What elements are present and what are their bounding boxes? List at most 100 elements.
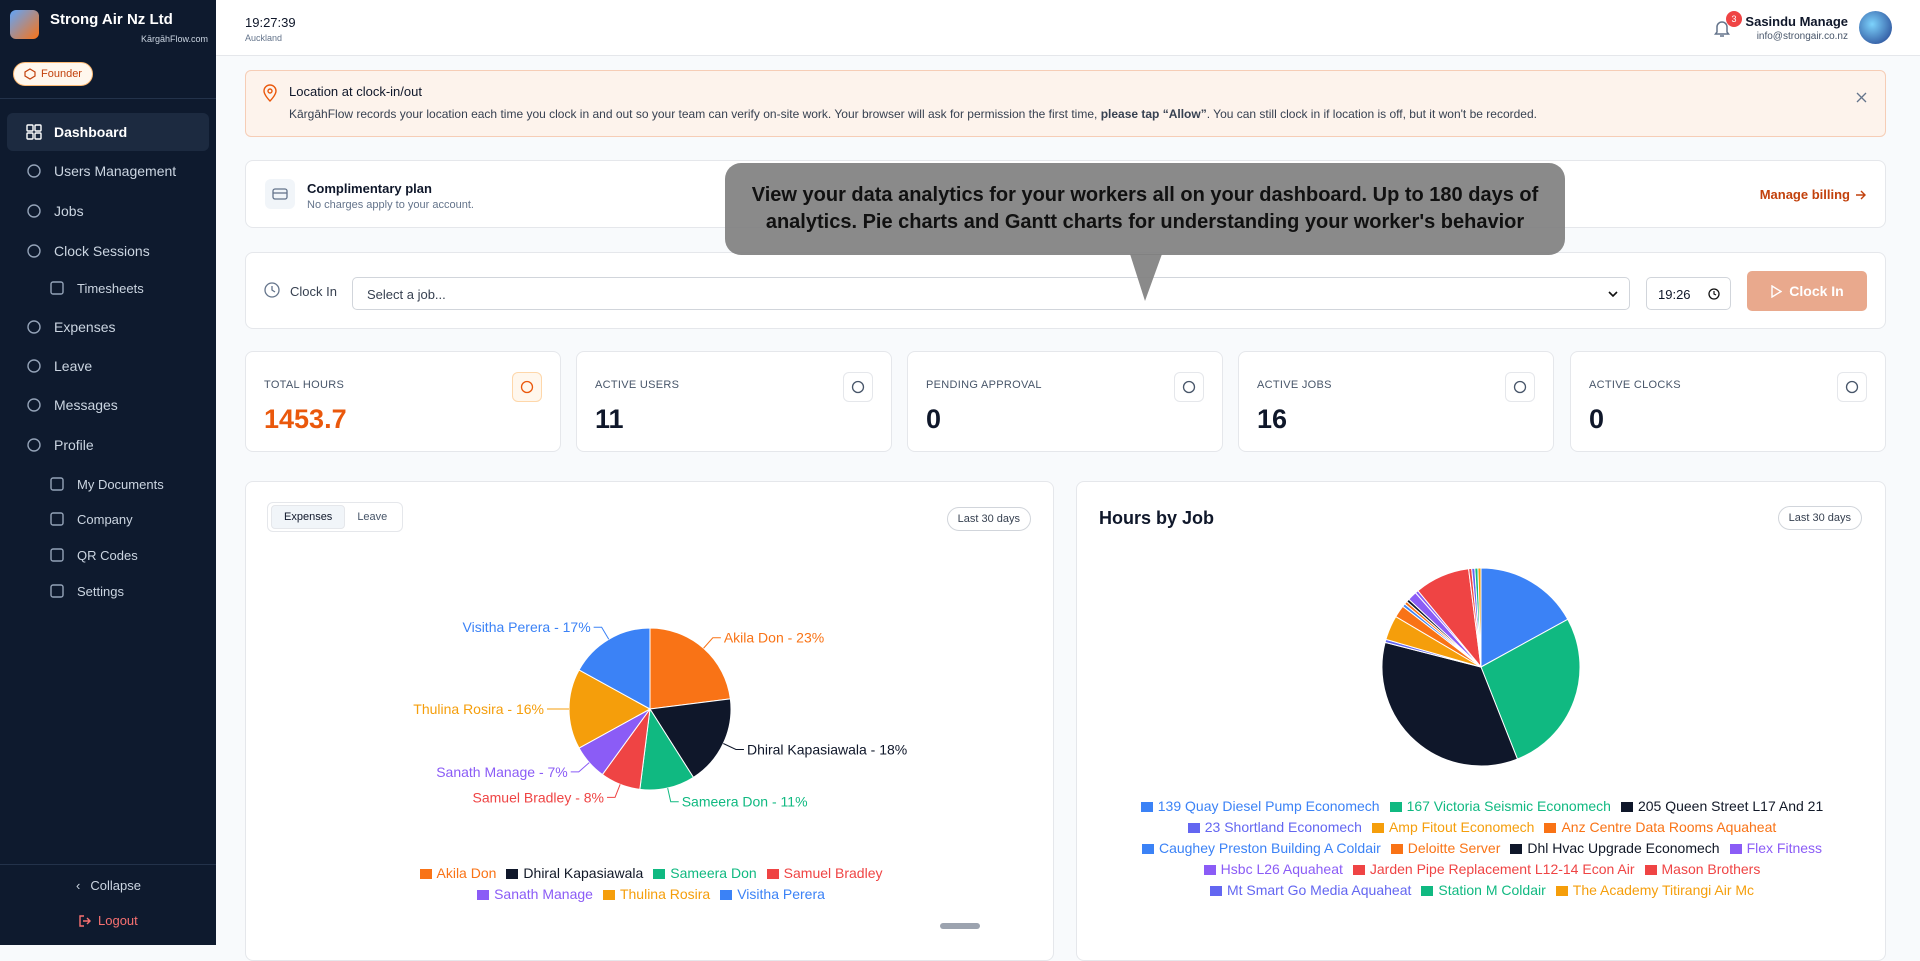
company-domain: KārgāhFlow.com [140,34,208,44]
plan-subtitle: No charges apply to your account. [307,199,474,211]
legend-item: Jarden Pipe Replacement L12-14 Econ Air [1352,861,1635,877]
legend-text: Deloitte Server [1407,840,1501,856]
notification-count: 3 [1726,11,1742,27]
legend-item: Mt Smart Go Media Aquaheat [1209,882,1412,898]
nav-icon [50,281,64,295]
banner-title: Location at clock-in/out [289,84,422,99]
clock-in-button[interactable]: Clock In [1747,271,1867,311]
legend-item: The Academy Titirangi Air Mc [1555,882,1754,898]
banner-text-end: . You can still clock in if location is … [1206,107,1537,121]
legend-swatch [1644,865,1657,876]
nav-item[interactable]: Timesheets [7,269,209,307]
tab[interactable]: Leave [357,511,388,523]
nav-item[interactable]: Company [7,500,209,538]
stat-value: 16 [1257,404,1288,434]
legend-swatch [1510,844,1523,855]
legend-swatch [1187,823,1200,834]
legend-text: Mt Smart Go Media Aquaheat [1226,882,1412,898]
leader-line [723,743,744,750]
avatar[interactable] [1859,11,1892,44]
nav-item[interactable]: Profile [7,426,209,464]
nav-item[interactable]: Leave [7,347,209,385]
legend-item: Deloitte Server [1390,840,1501,856]
pie-slice [649,698,732,779]
leader-line [593,626,610,640]
nav-item[interactable]: Dashboard [7,113,209,151]
select-placeholder: Select a job... [367,287,446,302]
icon-part [27,438,41,452]
job-select[interactable]: Select a job... [352,277,1630,310]
nav-icon [27,438,41,452]
nav-item[interactable]: Users Management [7,152,209,190]
legend-swatch [1140,802,1153,813]
time-value: 19:26 [1658,287,1691,302]
legend-item: Thulina Rosira [602,886,711,902]
icon-part [27,320,41,334]
range-pill[interactable]: Last 30 days [1777,506,1862,530]
legend-text: Hsbc L26 Aquaheat [1220,861,1343,877]
clock-in-card: Clock In Select a job... 19:26 Clock In [245,252,1886,329]
icon-part [1845,380,1859,394]
slice-label: Sameera Don - 11% [682,794,808,810]
legend-item: Dhiral Kapasiawala [506,865,643,881]
range-pill[interactable]: Last 30 days [946,507,1031,531]
legend-swatch [1390,844,1403,855]
stat-icon [512,372,542,402]
nav-item[interactable]: QR Codes [7,536,209,574]
collapse-button[interactable]: ‹ Collapse [76,878,141,893]
logout-icon [79,914,91,927]
legend-text: Anz Centre Data Rooms Aquaheat [1561,819,1777,835]
stat-label: PENDING APPROVAL [926,379,1042,391]
pie-slice [1480,618,1581,760]
location-banner: Location at clock-in/out KārgāhFlow reco… [245,70,1886,137]
legend-item: 167 Victoria Seismic Economech [1389,798,1611,814]
bell-button[interactable] [1713,18,1731,38]
legend-text: Thulina Rosira [619,886,711,902]
stat-value: 11 [595,404,624,434]
nav-item[interactable]: Clock Sessions [7,232,209,270]
nav-text: Users Management [54,163,177,179]
close-button[interactable] [1856,92,1867,103]
nav-text: Clock Sessions [54,243,150,259]
stat-card: ACTIVE JOBS 16 [1238,351,1554,452]
icon [1182,380,1196,394]
legend-item: Caughey Preston Building A Coldair [1141,840,1381,856]
logout-button[interactable]: Logout [78,913,138,928]
icon-part [520,380,534,394]
icon-part [34,124,42,132]
legend-swatch [1371,823,1384,834]
nav-item[interactable]: Settings [7,572,209,610]
tab[interactable]: Expenses [271,505,346,529]
nav-item[interactable]: Messages [7,386,209,424]
nav-icon [27,244,41,258]
sidebar: Strong Air Nz Ltd KārgāhFlow.com Founder… [0,0,216,945]
slice-label: Dhiral Kapasiawala - 18% [747,741,907,757]
stat-icon [1837,372,1867,402]
legend-item: Flex Fitness [1729,840,1822,856]
stat-icon [843,372,873,402]
legend: Akila Don Dhiral Kapasiawala Sameera Don Sa… [396,865,906,902]
logout-text: Logout [98,913,138,928]
manage-billing-link[interactable]: Manage billing [1760,187,1867,202]
legend-swatch [477,890,490,901]
legend-swatch [1141,844,1154,855]
clock-icon [264,282,280,298]
nav-icon [27,164,41,178]
stat-card: PENDING APPROVAL 0 [907,351,1223,452]
divider [0,864,216,865]
legend-text: Akila Don [436,865,497,881]
icon-part [27,244,41,258]
banner-text: KārgāhFlow records your location each ti… [289,107,1537,121]
nav-text: Expenses [54,319,116,335]
legend-swatch [506,869,519,880]
nav-icon [50,584,64,598]
nav-item[interactable]: My Documents [7,465,209,503]
expenses-card: Expenses Leave Last 30 days Akila Don - … [245,481,1054,961]
time-input[interactable]: 19:26 [1646,277,1731,310]
nav-text: QR Codes [77,547,138,563]
nav-text: Settings [77,583,124,599]
nav-item[interactable]: Expenses [7,308,209,346]
stat-card: ACTIVE CLOCKS 0 [1570,351,1886,452]
nav-item[interactable]: Jobs [7,192,209,230]
